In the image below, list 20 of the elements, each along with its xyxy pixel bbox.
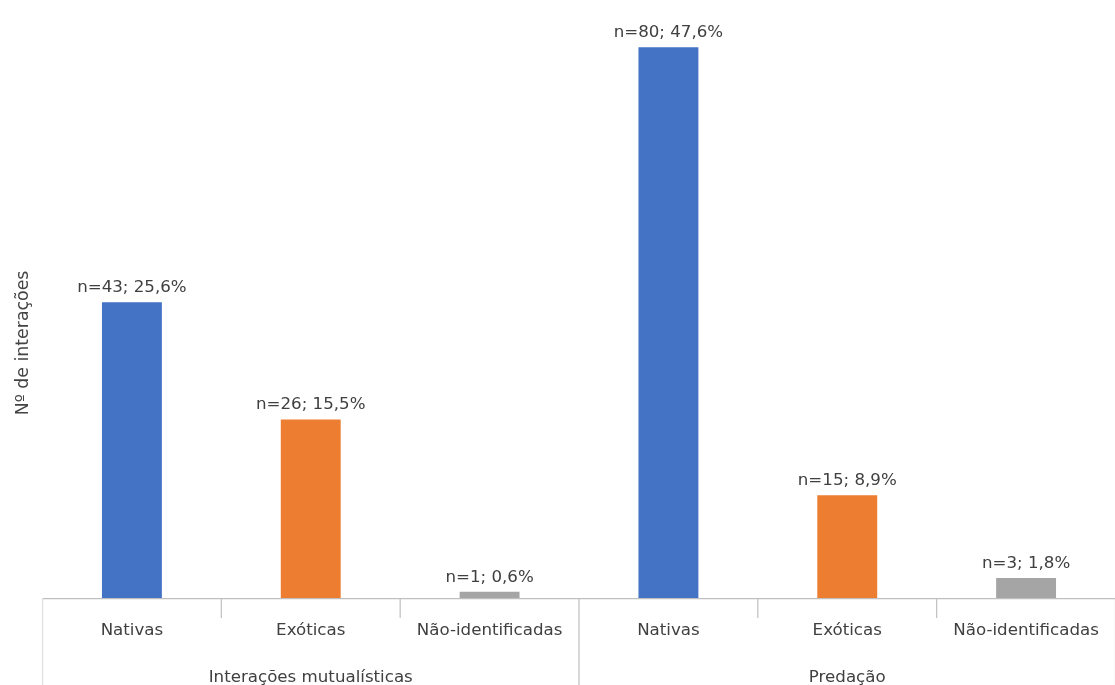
x-tick-label: Exóticas: [276, 620, 346, 640]
data-label: n=80; 47,6%: [613, 22, 724, 42]
x-tick-label: Nativas: [637, 620, 700, 640]
data-label: n=3; 1,8%: [981, 552, 1071, 572]
data-label: n=15; 8,9%: [797, 470, 897, 490]
text: Interações mutualísticas: [208, 667, 413, 685]
data-label: n=26; 15,5%: [255, 394, 366, 414]
bar: [638, 47, 699, 599]
bar: [817, 495, 878, 599]
x-tick-label: Não-identificadas: [953, 620, 1099, 640]
x-tick-label: Nativas: [100, 620, 164, 640]
text: Predação: [808, 667, 886, 685]
y-axis-title: Nº de interações: [11, 270, 32, 416]
data-label: n=1; 0,6%: [445, 566, 534, 586]
bar: [996, 577, 1057, 599]
bar: [280, 419, 341, 599]
bar: [101, 302, 162, 599]
x-tick-label: Não-identificadas: [416, 620, 563, 640]
data-label: n=43; 25,6%: [77, 277, 187, 297]
x-tick-label: Exóticas: [812, 620, 882, 640]
